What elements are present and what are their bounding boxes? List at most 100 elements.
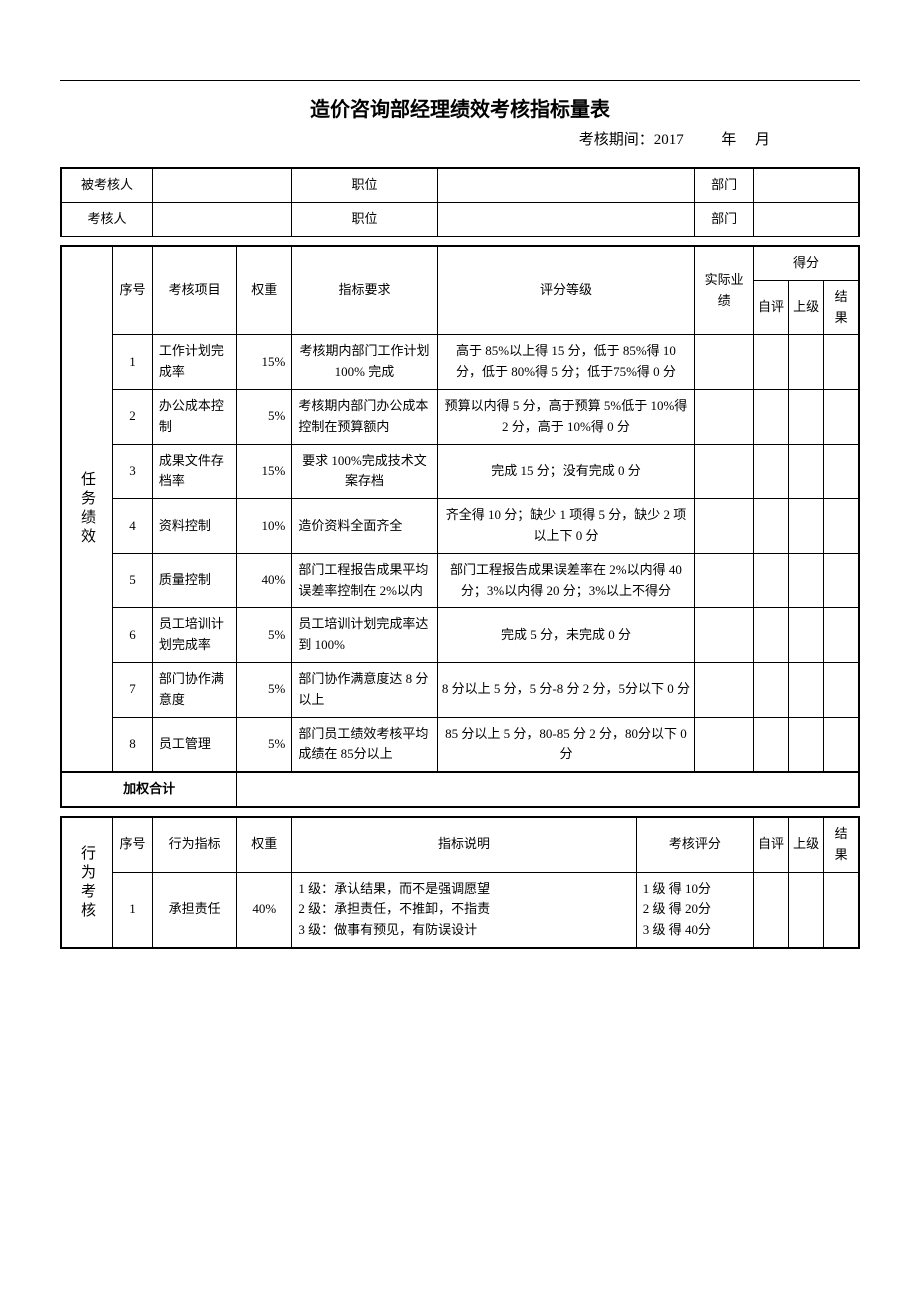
sup-cell[interactable] bbox=[789, 553, 824, 608]
task-row: 8 员工管理 5% 部门员工绩效考核平均成绩在 85分以上 85 分以上 5 分… bbox=[61, 717, 859, 772]
res-cell[interactable] bbox=[824, 872, 859, 948]
weight: 40% bbox=[237, 872, 292, 948]
self-header: 自评 bbox=[753, 280, 788, 335]
res-cell[interactable] bbox=[824, 608, 859, 663]
req-header: 指标要求 bbox=[292, 246, 437, 335]
assessee-name[interactable] bbox=[152, 168, 291, 202]
assessor-position[interactable] bbox=[437, 202, 695, 236]
assessor-name[interactable] bbox=[152, 202, 291, 236]
item: 部门协作满意度 bbox=[152, 663, 236, 718]
res-cell[interactable] bbox=[824, 553, 859, 608]
self-cell[interactable] bbox=[753, 444, 788, 499]
actual-cell[interactable] bbox=[695, 444, 754, 499]
seq-header: 序号 bbox=[113, 246, 153, 335]
item: 资料控制 bbox=[152, 499, 236, 554]
sup-cell[interactable] bbox=[789, 390, 824, 445]
dept-label-2: 部门 bbox=[695, 202, 754, 236]
assessment-period: 考核期间：2017 年 月 bbox=[60, 128, 860, 149]
b-res-header: 结果 bbox=[824, 817, 859, 872]
b-sup-header: 上级 bbox=[789, 817, 824, 872]
sup-cell[interactable] bbox=[789, 499, 824, 554]
desc: 1 级：承认结果，而不是强调愿望 2 级：承担责任，不推卸，不指责 3 级：做事… bbox=[292, 872, 636, 948]
sup-cell[interactable] bbox=[789, 608, 824, 663]
seq: 6 bbox=[113, 608, 153, 663]
page-title: 造价咨询部经理绩效考核指标量表 bbox=[60, 93, 860, 122]
level: 85 分以上 5 分，80-85 分 2 分，80分以下 0 分 bbox=[437, 717, 695, 772]
item: 承担责任 bbox=[152, 872, 236, 948]
task-row: 6 员工培训计划完成率 5% 员工培训计划完成率达到 100% 完成 5 分，未… bbox=[61, 608, 859, 663]
level: 8 分以上 5 分，5 分-8 分 2 分，5分以下 0 分 bbox=[437, 663, 695, 718]
seq: 5 bbox=[113, 553, 153, 608]
req: 部门工程报告成果平均误差率控制在 2%以内 bbox=[292, 553, 437, 608]
weight: 10% bbox=[237, 499, 292, 554]
behavior-row: 1 承担责任 40% 1 级：承认结果，而不是强调愿望 2 级：承担责任，不推卸… bbox=[61, 872, 859, 948]
seq: 7 bbox=[113, 663, 153, 718]
res-cell[interactable] bbox=[824, 390, 859, 445]
task-row: 4 资料控制 10% 造价资料全面齐全 齐全得 10 分；缺少 1 项得 5 分… bbox=[61, 499, 859, 554]
res-cell[interactable] bbox=[824, 663, 859, 718]
assessee-dept[interactable] bbox=[753, 168, 859, 202]
seq: 2 bbox=[113, 390, 153, 445]
weight: 5% bbox=[237, 608, 292, 663]
actual-header: 实际业绩 bbox=[695, 246, 754, 335]
level: 完成 5 分，未完成 0 分 bbox=[437, 608, 695, 663]
actual-cell[interactable] bbox=[695, 608, 754, 663]
sup-cell[interactable] bbox=[789, 872, 824, 948]
weight: 15% bbox=[237, 444, 292, 499]
actual-cell[interactable] bbox=[695, 717, 754, 772]
res-cell[interactable] bbox=[824, 499, 859, 554]
position-label-1: 职位 bbox=[292, 168, 437, 202]
req: 部门协作满意度达 8 分以上 bbox=[292, 663, 437, 718]
res-cell[interactable] bbox=[824, 444, 859, 499]
header-divider bbox=[60, 80, 860, 81]
subtotal-cell[interactable] bbox=[237, 772, 859, 807]
level: 齐全得 10 分；缺少 1 项得 5 分，缺少 2 项以上下 0 分 bbox=[437, 499, 695, 554]
assessor-label: 考核人 bbox=[61, 202, 152, 236]
assessee-position[interactable] bbox=[437, 168, 695, 202]
task-row: 5 质量控制 40% 部门工程报告成果平均误差率控制在 2%以内 部门工程报告成… bbox=[61, 553, 859, 608]
sup-cell[interactable] bbox=[789, 444, 824, 499]
item: 质量控制 bbox=[152, 553, 236, 608]
req: 考核期内部门办公成本控制在预算额内 bbox=[292, 390, 437, 445]
seq: 1 bbox=[113, 872, 153, 948]
req: 考核期内部门工作计划 100% 完成 bbox=[292, 335, 437, 390]
sup-cell[interactable] bbox=[789, 663, 824, 718]
req: 造价资料全面齐全 bbox=[292, 499, 437, 554]
self-cell[interactable] bbox=[753, 553, 788, 608]
assessor-dept[interactable] bbox=[753, 202, 859, 236]
seq: 1 bbox=[113, 335, 153, 390]
level: 高于 85%以上得 15 分，低于 85%得 10 分，低于 80%得 5 分；… bbox=[437, 335, 695, 390]
subtotal-label: 加权合计 bbox=[61, 772, 237, 807]
self-cell[interactable] bbox=[753, 335, 788, 390]
self-cell[interactable] bbox=[753, 872, 788, 948]
eval: 1 级 得 10分 2 级 得 20分 3 级 得 40分 bbox=[636, 872, 753, 948]
self-cell[interactable] bbox=[753, 717, 788, 772]
self-cell[interactable] bbox=[753, 608, 788, 663]
b-seq-header: 序号 bbox=[113, 817, 153, 872]
res-cell[interactable] bbox=[824, 335, 859, 390]
actual-cell[interactable] bbox=[695, 390, 754, 445]
self-cell[interactable] bbox=[753, 390, 788, 445]
sup-cell[interactable] bbox=[789, 717, 824, 772]
item: 员工管理 bbox=[152, 717, 236, 772]
task-row: 7 部门协作满意度 5% 部门协作满意度达 8 分以上 8 分以上 5 分，5 … bbox=[61, 663, 859, 718]
task-row: 1 工作计划完成率 15% 考核期内部门工作计划 100% 完成 高于 85%以… bbox=[61, 335, 859, 390]
actual-cell[interactable] bbox=[695, 553, 754, 608]
sup-cell[interactable] bbox=[789, 335, 824, 390]
actual-cell[interactable] bbox=[695, 663, 754, 718]
self-cell[interactable] bbox=[753, 663, 788, 718]
req: 部门员工绩效考核平均成绩在 85分以上 bbox=[292, 717, 437, 772]
actual-cell[interactable] bbox=[695, 499, 754, 554]
res-cell[interactable] bbox=[824, 717, 859, 772]
behavior-section-label: 行为考核 bbox=[61, 817, 113, 948]
actual-cell[interactable] bbox=[695, 335, 754, 390]
b-desc-header: 指标说明 bbox=[292, 817, 636, 872]
b-eval-header: 考核评分 bbox=[636, 817, 753, 872]
b-weight-header: 权重 bbox=[237, 817, 292, 872]
weight: 5% bbox=[237, 390, 292, 445]
item: 工作计划完成率 bbox=[152, 335, 236, 390]
level-header: 评分等级 bbox=[437, 246, 695, 335]
dept-label-1: 部门 bbox=[695, 168, 754, 202]
level: 部门工程报告成果误差率在 2%以内得 40 分；3%以内得 20 分；3%以上不… bbox=[437, 553, 695, 608]
self-cell[interactable] bbox=[753, 499, 788, 554]
